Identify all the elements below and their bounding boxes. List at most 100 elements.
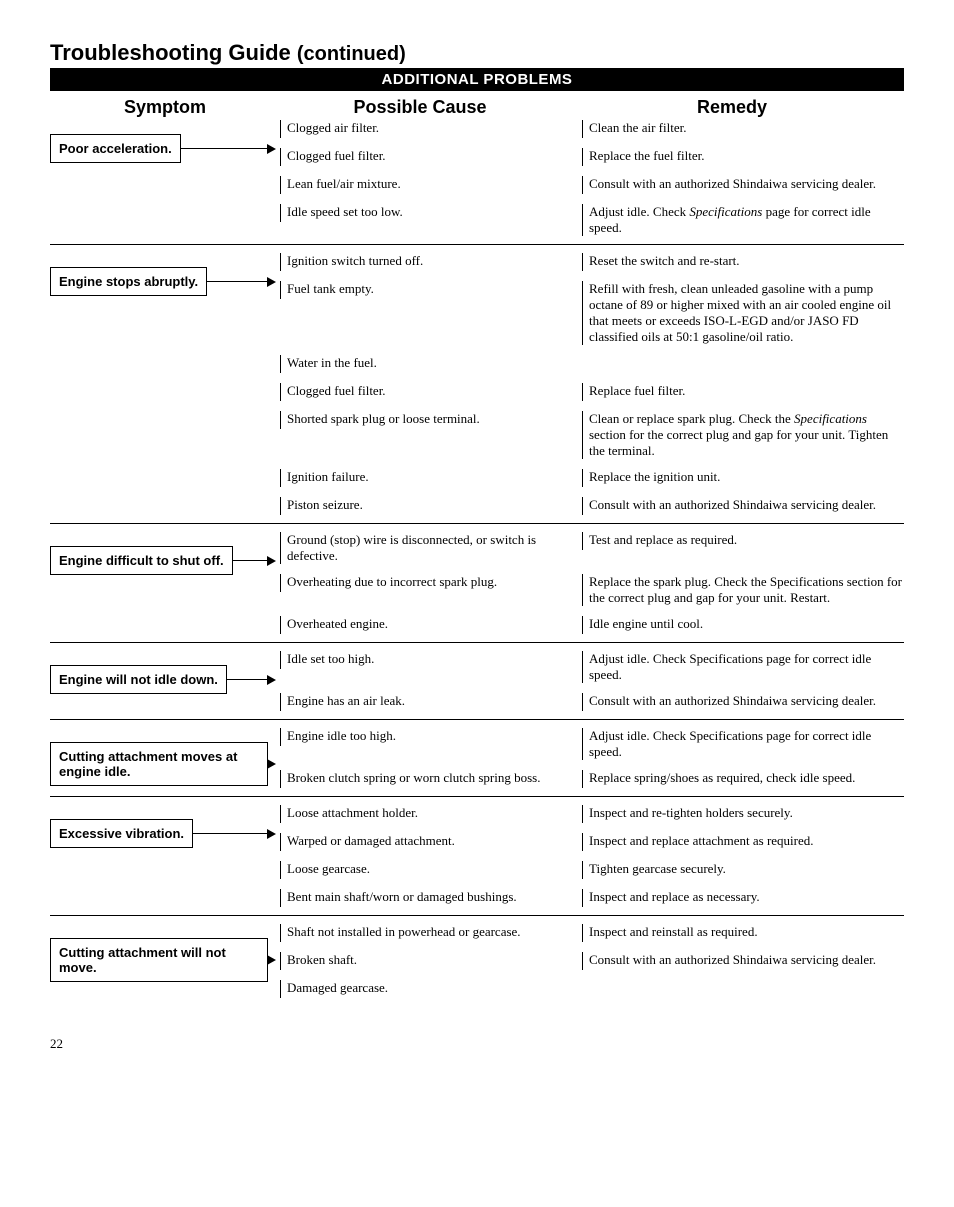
remedy-cell: Inspect and re-tighten holders securely. [582, 805, 904, 823]
cause-remedy-row: Idle speed set too low.Adjust idle. Chec… [280, 204, 904, 236]
symptom-container: Excessive vibration. [50, 819, 280, 921]
cause-cell: Clogged fuel filter. [280, 148, 582, 166]
cause-cell: Bent main shaft/worn or damaged bushings… [280, 889, 582, 907]
remedy-cell: Consult with an authorized Shindaiwa ser… [582, 693, 904, 711]
symptom-container: Cutting attachment will not move. [50, 938, 280, 1012]
symptom-container: Cutting attachment moves at engine idle. [50, 742, 280, 802]
cause-cell: Shaft not installed in powerhead or gear… [280, 924, 582, 942]
cause-cell: Engine idle too high. [280, 728, 582, 746]
remedy-cell: Idle engine until cool. [582, 616, 904, 634]
section-header-bar: ADDITIONAL PROBLEMS [50, 68, 904, 91]
cause-cell: Ignition switch turned off. [280, 253, 582, 271]
cause-remedy-row: Broken shaft.Consult with an authorized … [280, 952, 904, 970]
arrow-head-icon [267, 675, 276, 685]
problem-block: Engine difficult to shut off.Ground (sto… [50, 532, 904, 643]
cause-cell: Engine has an air leak. [280, 693, 582, 711]
problem-block: Cutting attachment will not move. Shaft n… [50, 924, 904, 1006]
cause-cell: Warped or damaged attachment. [280, 833, 582, 851]
column-headers: Symptom Possible Cause Remedy [50, 91, 904, 120]
cause-cell: Lean fuel/air mixture. [280, 176, 582, 194]
causes-remedies: Clogged air filter.Clean the air filter.… [280, 120, 904, 236]
symptom-box: Excessive vibration. [50, 819, 193, 848]
cause-remedy-row: Shorted spark plug or loose terminal.Cle… [280, 411, 904, 459]
cause-remedy-row: Ignition switch turned off.Reset the swi… [280, 253, 904, 271]
symptom-arrow-row: Poor acceleration. [50, 134, 280, 163]
symptom-container: Engine stops abruptly. [50, 267, 280, 529]
symptom-arrow-row: Engine difficult to shut off. [50, 546, 280, 575]
cause-remedy-row: Overheated engine.Idle engine until cool… [280, 616, 904, 634]
title-main: Troubleshooting Guide [50, 40, 291, 65]
problem-block: Excessive vibration. Loose attachment hol… [50, 805, 904, 916]
problem-block: Engine stops abruptly.Ignition switch tu… [50, 253, 904, 524]
cause-cell: Ignition failure. [280, 469, 582, 487]
arrow-head-icon [267, 556, 276, 566]
cause-cell: Clogged air filter. [280, 120, 582, 138]
cause-cell: Ground (stop) wire is disconnected, or s… [280, 532, 582, 564]
cause-remedy-row: Damaged gearcase. [280, 980, 904, 998]
page-title: Troubleshooting Guide (continued) [50, 40, 904, 66]
cause-remedy-row: Broken clutch spring or worn clutch spri… [280, 770, 904, 788]
cause-remedy-row: Overheating due to incorrect spark plug.… [280, 574, 904, 606]
cause-remedy-row: Clogged fuel filter.Replace fuel filter. [280, 383, 904, 401]
remedy-cell: Replace the spark plug. Check the Specif… [582, 574, 904, 606]
arrow-head-icon [267, 829, 276, 839]
arrow-line [232, 560, 267, 561]
cause-remedy-row: Bent main shaft/worn or damaged bushings… [280, 889, 904, 907]
cause-remedy-row: Idle set too high.Adjust idle. Check Spe… [280, 651, 904, 683]
remedy-cell [582, 980, 904, 998]
cause-cell: Broken clutch spring or worn clutch spri… [280, 770, 582, 788]
arrow-line [206, 281, 267, 282]
remedy-cell: Clean or replace spark plug. Check the S… [582, 411, 904, 459]
cause-remedy-row: Ignition failure.Replace the ignition un… [280, 469, 904, 487]
cause-cell: Water in the fuel. [280, 355, 582, 373]
symptom-area: Engine stops abruptly. [50, 253, 280, 515]
causes-remedies: Shaft not installed in powerhead or gear… [280, 924, 904, 998]
arrow-head-icon [267, 955, 276, 965]
cause-cell: Shorted spark plug or loose terminal. [280, 411, 582, 429]
symptom-box: Cutting attachment moves at engine idle. [50, 742, 268, 786]
cause-remedy-row: Loose attachment holder.Inspect and re-t… [280, 805, 904, 823]
cause-remedy-row: Lean fuel/air mixture.Consult with an au… [280, 176, 904, 194]
symptom-area: Cutting attachment moves at engine idle. [50, 728, 280, 788]
arrow-line [226, 679, 267, 680]
causes-remedies: Engine idle too high.Adjust idle. Check … [280, 728, 904, 788]
cause-remedy-row: Engine idle too high.Adjust idle. Check … [280, 728, 904, 760]
cause-remedy-row: Clogged air filter.Clean the air filter. [280, 120, 904, 138]
symptom-container: Engine difficult to shut off. [50, 546, 280, 648]
cause-remedy-row: Piston seizure.Consult with an authorize… [280, 497, 904, 515]
cause-cell: Loose attachment holder. [280, 805, 582, 823]
page-number: 22 [50, 1036, 904, 1052]
symptom-arrow-row: Engine will not idle down. [50, 665, 280, 694]
cause-remedy-row: Warped or damaged attachment.Inspect and… [280, 833, 904, 851]
causes-remedies: Ground (stop) wire is disconnected, or s… [280, 532, 904, 634]
title-continued: (continued) [297, 43, 406, 65]
arrow-line [192, 833, 267, 834]
remedy-cell: Replace fuel filter. [582, 383, 904, 401]
remedy-cell: Consult with an authorized Shindaiwa ser… [582, 952, 904, 970]
symptom-container: Poor acceleration. [50, 134, 280, 250]
symptom-area: Engine difficult to shut off. [50, 532, 280, 634]
symptom-area: Engine will not idle down. [50, 651, 280, 711]
symptom-area: Excessive vibration. [50, 805, 280, 907]
cause-cell: Damaged gearcase. [280, 980, 582, 998]
problem-block: Poor acceleration. Clogged air filter.Cle… [50, 120, 904, 245]
causes-remedies: Idle set too high.Adjust idle. Check Spe… [280, 651, 904, 711]
remedy-cell [582, 355, 904, 373]
cause-cell: Piston seizure. [280, 497, 582, 515]
remedy-cell: Adjust idle. Check Specifications page f… [582, 204, 904, 236]
symptom-box: Poor acceleration. [50, 134, 181, 163]
remedy-cell: Reset the switch and re-start. [582, 253, 904, 271]
cause-cell: Overheated engine. [280, 616, 582, 634]
remedy-cell: Replace the fuel filter. [582, 148, 904, 166]
arrow-line [180, 148, 267, 149]
cause-remedy-row: Ground (stop) wire is disconnected, or s… [280, 532, 904, 564]
symptom-arrow-row: Cutting attachment will not move. [50, 938, 280, 982]
cause-remedy-row: Clogged fuel filter.Replace the fuel fil… [280, 148, 904, 166]
remedy-cell: Adjust idle. Check Specifications page f… [582, 728, 904, 760]
remedy-cell: Consult with an authorized Shindaiwa ser… [582, 497, 904, 515]
symptom-arrow-row: Excessive vibration. [50, 819, 280, 848]
remedy-cell: Replace spring/shoes as required, check … [582, 770, 904, 788]
symptom-box: Cutting attachment will not move. [50, 938, 268, 982]
cause-remedy-row: Loose gearcase.Tighten gearcase securely… [280, 861, 904, 879]
cause-cell: Loose gearcase. [280, 861, 582, 879]
